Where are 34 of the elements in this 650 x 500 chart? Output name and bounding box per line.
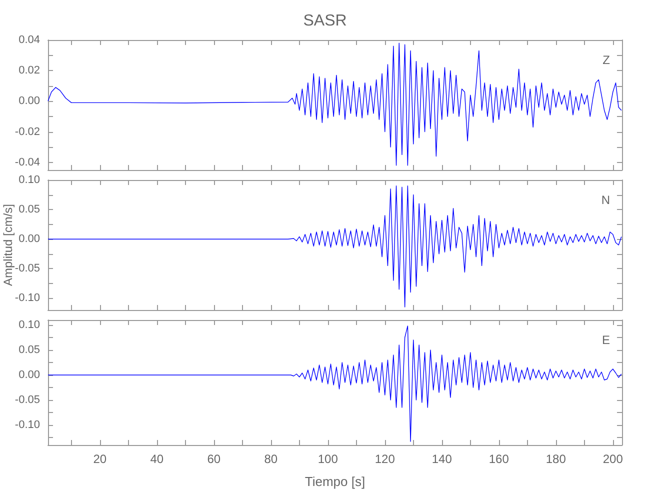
x-tick-label: 180 (546, 452, 566, 466)
x-tick-label: 100 (318, 452, 338, 466)
line-series (48, 42, 622, 166)
y-tick-label: 0.05 (18, 344, 40, 356)
y-tick-label: -0.10 (14, 292, 40, 304)
y-tick-label: -0.02 (14, 126, 40, 138)
annotation: N (601, 193, 610, 207)
y-tick-label: 0.00 (18, 95, 40, 108)
x-tick-label: 20 (93, 452, 107, 466)
y-tick-label: 0.00 (18, 369, 40, 381)
y-tick-label: -0.05 (14, 394, 40, 406)
x-axis-title: Tiempo [s] (304, 474, 366, 489)
y-tick-label: 0.02 (18, 64, 40, 77)
x-tick-label: 160 (488, 452, 510, 466)
line-series (48, 186, 622, 308)
chart-title: SASR (303, 12, 347, 30)
y-axis-title: Amplitud [cm/s] (1, 204, 15, 286)
line-series (48, 326, 622, 442)
annotation: E (602, 333, 610, 347)
x-tick-label: 60 (207, 452, 221, 466)
x-tick-label: 200 (602, 452, 624, 466)
x-tick-label: 120 (374, 452, 396, 466)
y-tick-label: -0.05 (14, 262, 40, 275)
x-tick-label: 40 (150, 452, 164, 466)
y-tick-label: -0.04 (14, 156, 40, 168)
y-tick-label: 0.10 (18, 174, 40, 186)
x-tick-label: 140 (432, 452, 452, 466)
y-tick-label: 0.05 (18, 204, 40, 216)
y-tick-label: 0.00 (18, 233, 40, 246)
y-tick-label: -0.10 (14, 419, 40, 431)
annotation: Z (602, 53, 610, 67)
y-tick-label: 0.04 (18, 34, 40, 46)
y-tick-label: 0.10 (18, 319, 40, 331)
x-tick-label: 80 (264, 452, 278, 466)
